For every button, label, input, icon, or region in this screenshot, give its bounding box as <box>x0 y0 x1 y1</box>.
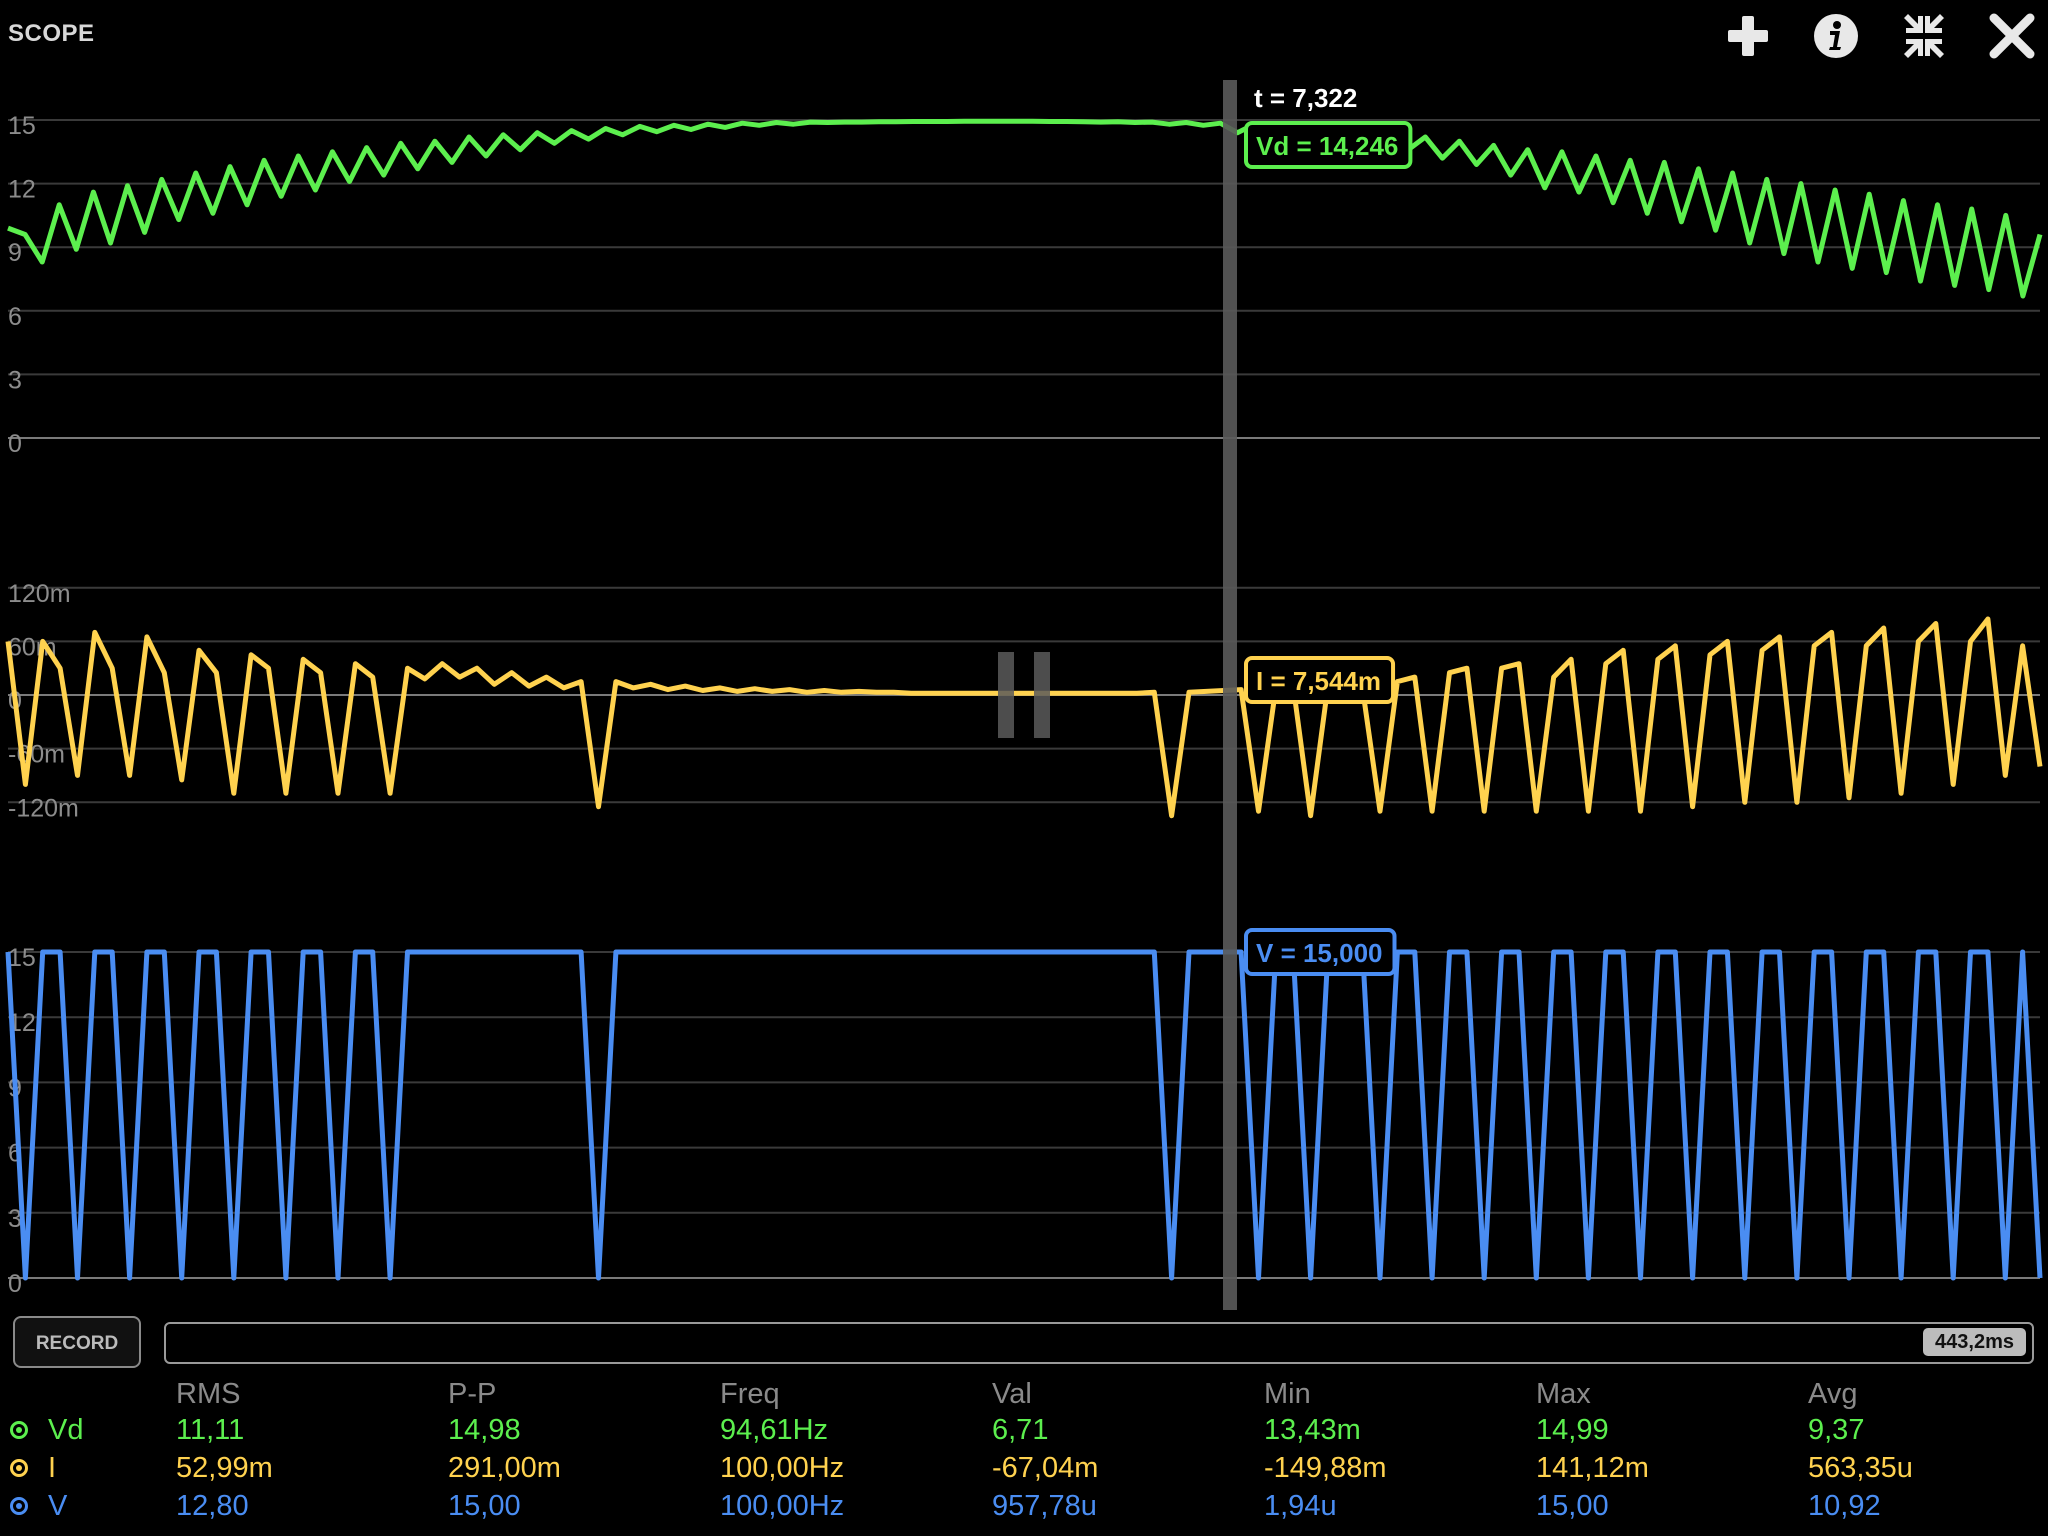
stat-row-vd: Vd 11,11 14,98 94,61Hz 6,71 13,43m 14,99 9,37 <box>0 1414 2048 1452</box>
stat-value-avg: 563,35u <box>1808 1452 1913 1484</box>
stat-header-max: Max <box>1536 1378 1591 1410</box>
stat-value-rms: 11,11 <box>176 1414 245 1446</box>
channel-indicator-icon[interactable] <box>10 1459 28 1477</box>
ytick-label-v-5: 0 <box>8 1270 22 1298</box>
stat-header-pp: P-P <box>448 1378 497 1410</box>
readout-box-v <box>1244 928 1397 976</box>
stat-value-min: 1,94u <box>1264 1490 1337 1522</box>
stat-value-val: 6,71 <box>992 1414 1049 1446</box>
ytick-label-v-4: 3 <box>8 1205 22 1233</box>
ytick-label-i-4: -120m <box>8 794 79 822</box>
readout-v: V = 15,000 <box>1244 928 1397 976</box>
trace-v <box>5 949 2043 1281</box>
info-button[interactable] <box>1808 10 1864 62</box>
readout-text-v: V = 15,000 <box>1256 938 1383 968</box>
readout-box-i <box>1244 656 1396 704</box>
stat-value-max: 14,99 <box>1536 1414 1609 1446</box>
stat-value-pp: 15,00 <box>448 1490 521 1522</box>
stat-value-freq: 100,00Hz <box>720 1490 845 1522</box>
stat-value-avg: 10,92 <box>1808 1490 1881 1522</box>
stat-header-val: Val <box>992 1378 1032 1410</box>
info-icon <box>1814 14 1858 58</box>
stat-value-max: 141,12m <box>1536 1452 1649 1484</box>
ytick-label-i-0: 120m <box>8 580 71 608</box>
stat-value-rms: 52,99m <box>176 1452 273 1484</box>
ytick-label-vd-4: 3 <box>8 366 22 394</box>
plus-icon <box>1728 16 1768 56</box>
readout-vd: Vd = 14,246 <box>1244 121 1413 169</box>
title-bar: SCOPE <box>0 0 2048 72</box>
stat-header-min: Min <box>1264 1378 1311 1410</box>
stat-row-v: V 12,80 15,00 100,00Hz 957,78u 1,94u 15,00 10,9… <box>0 1490 2048 1528</box>
time-cursor[interactable] <box>1223 80 1237 1310</box>
stat-header-freq: Freq <box>720 1378 780 1410</box>
traces-layer <box>5 118 2043 1281</box>
ytick-label-v-0: 15 <box>8 944 36 972</box>
stat-value-val: 957,78u <box>992 1490 1097 1522</box>
stat-value-rms: 12,80 <box>176 1490 249 1522</box>
stat-value-val: -67,04m <box>992 1452 1099 1484</box>
pause-icon[interactable] <box>998 652 1050 738</box>
stat-row-i: I 52,99m 291,00m 100,00Hz -67,04m -149,88m 141… <box>0 1452 2048 1490</box>
stat-value-min: 13,43m <box>1264 1414 1361 1446</box>
ytick-label-vd-3: 6 <box>8 303 22 331</box>
add-button[interactable] <box>1720 10 1776 62</box>
readout-text-i: I = 7,544m <box>1256 666 1381 696</box>
timeline-scrubber[interactable]: 443,2ms <box>164 1322 2034 1364</box>
cursor-line[interactable] <box>1223 80 1237 1310</box>
record-button[interactable]: RECORD <box>13 1316 141 1368</box>
stat-value-freq: 100,00Hz <box>720 1452 845 1484</box>
trace-i <box>5 616 2043 819</box>
collapse-button[interactable] <box>1896 10 1952 62</box>
cursor-time-label: t = 7,322 <box>1254 83 1357 113</box>
readout-layer: t = 7,322 Vd = 14,246 I = 7,544m V = 15,000 <box>1244 83 1413 976</box>
timeline-duration-badge: 443,2ms <box>1923 1328 2026 1356</box>
stat-header-avg: Avg <box>1808 1378 1858 1410</box>
trace-vd <box>7 118 2043 299</box>
stat-value-pp: 291,00m <box>448 1452 561 1484</box>
stat-value-max: 15,00 <box>1536 1490 1609 1522</box>
close-icon <box>1989 13 2035 59</box>
ytick-label-vd-1: 12 <box>8 176 36 204</box>
channel-name: V <box>48 1490 68 1522</box>
ytick-label-vd-2: 9 <box>8 239 22 267</box>
ytick-label-i-3: -60m <box>8 741 65 769</box>
app-title: SCOPE <box>8 20 95 47</box>
collapse-icon <box>1903 14 1945 58</box>
ytick-label-vd-5: 0 <box>8 430 22 458</box>
channel-name: Vd <box>48 1414 84 1446</box>
measurements-table: RMS P-P Freq Val Min Max Avg Vd 11,11 14,98 94,61… <box>0 1372 2048 1536</box>
channel-name: I <box>48 1452 57 1484</box>
stat-value-min: -149,88m <box>1264 1452 1387 1484</box>
stat-value-pp: 14,98 <box>448 1414 521 1446</box>
close-button[interactable] <box>1984 10 2040 62</box>
channel-indicator-icon[interactable] <box>10 1497 28 1515</box>
ytick-label-vd-0: 15 <box>8 112 36 140</box>
stat-header-rms: RMS <box>176 1378 241 1410</box>
readout-text-vd: Vd = 14,246 <box>1256 131 1398 161</box>
readout-box-vd <box>1244 121 1413 169</box>
readout-i: I = 7,544m <box>1244 656 1396 704</box>
channel-indicator-icon[interactable] <box>10 1421 28 1439</box>
stat-value-avg: 9,37 <box>1808 1414 1865 1446</box>
stat-value-freq: 94,61Hz <box>720 1414 829 1446</box>
